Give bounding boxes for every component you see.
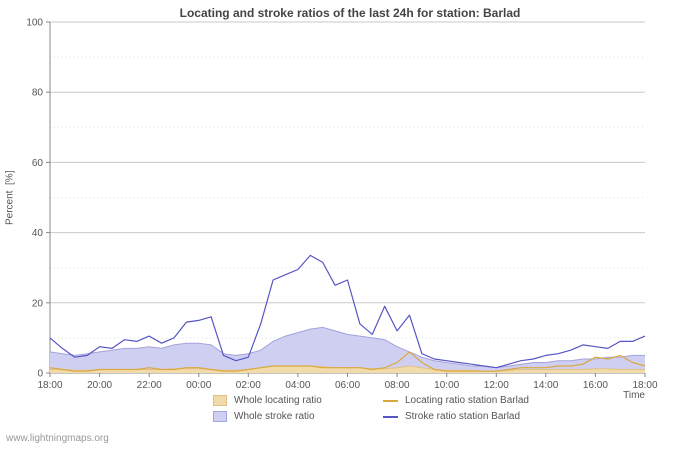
x-tick-label: 20:00 <box>87 380 112 391</box>
x-tick-label: 02:00 <box>236 380 261 391</box>
legend-item-locating-ratio-station: Locating ratio station Barlad <box>383 395 529 406</box>
x-tick-label: 04:00 <box>285 380 310 391</box>
x-tick-label: 12:00 <box>484 380 509 391</box>
x-axis-label: Time <box>623 390 645 401</box>
x-tick-label: 06:00 <box>335 380 360 391</box>
legend-item-stroke-ratio-station: Stroke ratio station Barlad <box>383 411 529 422</box>
area-series <box>50 327 645 373</box>
area-series-outline <box>49 326 645 369</box>
legend-label-whole-stroke-ratio: Whole stroke ratio <box>234 411 315 422</box>
line-series <box>49 351 646 372</box>
x-tick-label: 00:00 <box>186 380 211 391</box>
legend-swatch-locating-ratio-station-icon <box>383 399 398 402</box>
legend-label-whole-locating-ratio: Whole locating ratio <box>234 395 322 406</box>
x-tick-label: 16:00 <box>583 380 608 391</box>
x-tick-label: 18:00 <box>632 380 657 391</box>
legend-item-whole-locating-ratio: Whole locating ratio <box>213 395 363 406</box>
chart-legend: Whole locating ratio Locating ratio stat… <box>213 395 529 422</box>
y-tick-label: 60 <box>32 158 44 169</box>
y-tick-label: 80 <box>32 88 44 99</box>
y-tick-label: 0 <box>37 369 43 380</box>
legend-label-locating-ratio-station: Locating ratio station Barlad <box>405 395 529 406</box>
legend-swatch-whole-locating-ratio-icon <box>213 395 227 406</box>
watermark: www.lightningmaps.org <box>6 433 109 444</box>
y-tick-label: 40 <box>32 228 44 239</box>
y-tick-label: 100 <box>26 18 43 29</box>
chart-title: Locating and stroke ratios of the last 2… <box>179 6 521 20</box>
x-tick-label: 14:00 <box>533 380 558 391</box>
y-tick-label: 20 <box>32 298 44 309</box>
x-tick-label: 10:00 <box>434 380 459 391</box>
x-tick-label: 22:00 <box>137 380 162 391</box>
legend-label-stroke-ratio-station: Stroke ratio station Barlad <box>405 411 521 422</box>
line-series <box>49 254 646 369</box>
x-tick-label: 18:00 <box>37 380 62 391</box>
legend-swatch-stroke-ratio-station-icon <box>383 415 398 418</box>
x-tick-label: 08:00 <box>385 380 410 391</box>
legend-item-whole-stroke-ratio: Whole stroke ratio <box>213 411 363 422</box>
legend-swatch-whole-stroke-ratio-icon <box>213 411 227 422</box>
